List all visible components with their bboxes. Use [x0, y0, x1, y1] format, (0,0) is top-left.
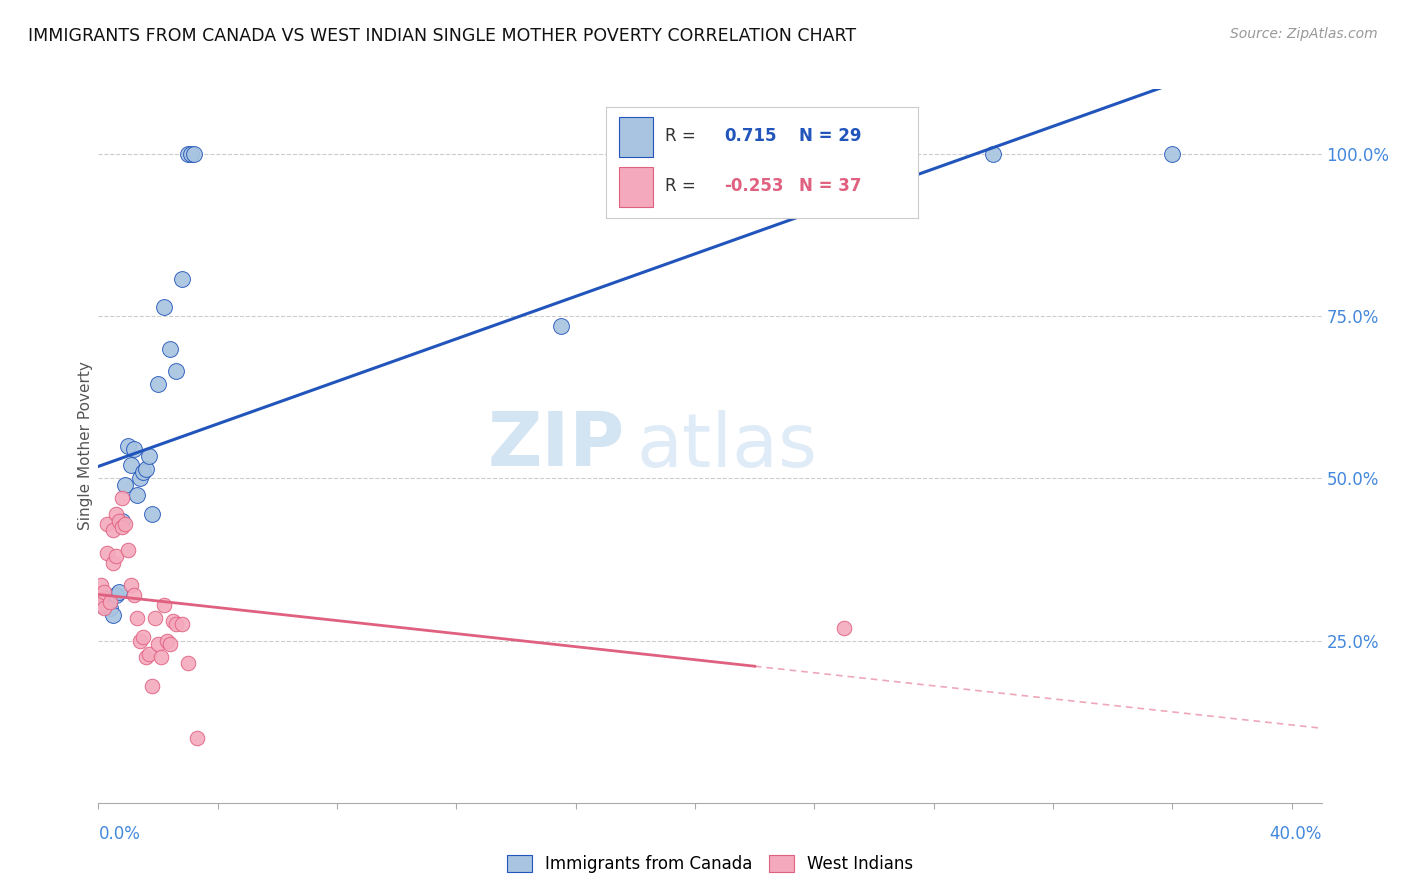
Point: [177, 147, 200, 161]
Point: [141, 679, 163, 693]
Point: [98, 595, 121, 609]
Point: [105, 507, 128, 521]
Point: [159, 637, 181, 651]
Point: [122, 442, 145, 457]
Point: [186, 731, 208, 745]
Point: [165, 364, 187, 378]
Point: [120, 458, 142, 473]
Point: [138, 449, 160, 463]
Point: [96, 516, 118, 531]
Point: [90, 591, 112, 606]
Point: [111, 520, 134, 534]
Point: [138, 647, 160, 661]
Point: [93, 585, 115, 599]
Point: [141, 507, 163, 521]
Point: [135, 649, 157, 664]
Point: [832, 621, 855, 635]
Point: [983, 147, 1005, 161]
Point: [122, 588, 145, 602]
Point: [146, 637, 169, 651]
Point: [114, 516, 136, 531]
Text: IMMIGRANTS FROM CANADA VS WEST INDIAN SINGLE MOTHER POVERTY CORRELATION CHART: IMMIGRANTS FROM CANADA VS WEST INDIAN SI…: [28, 27, 856, 45]
Point: [180, 147, 202, 161]
Point: [96, 595, 118, 609]
Point: [132, 631, 155, 645]
Point: [96, 546, 118, 560]
Text: atlas: atlas: [637, 409, 818, 483]
Point: [153, 300, 176, 314]
Text: Source: ZipAtlas.com: Source: ZipAtlas.com: [1230, 27, 1378, 41]
Point: [183, 147, 205, 161]
Point: [165, 617, 187, 632]
Point: [170, 617, 193, 632]
Point: [93, 591, 115, 606]
Point: [98, 601, 121, 615]
Point: [117, 542, 139, 557]
Legend: Immigrants from Canada, West Indians: Immigrants from Canada, West Indians: [501, 848, 920, 880]
Point: [1161, 147, 1184, 161]
Point: [103, 524, 125, 538]
Point: [146, 377, 169, 392]
Point: [111, 491, 134, 505]
Point: [127, 488, 149, 502]
Point: [105, 588, 128, 602]
Point: [105, 549, 128, 564]
Point: [129, 471, 152, 485]
Text: 40.0%: 40.0%: [1270, 825, 1322, 843]
Point: [550, 318, 572, 333]
Point: [143, 611, 166, 625]
Point: [103, 607, 125, 622]
Point: [127, 611, 149, 625]
Point: [120, 578, 142, 592]
Point: [150, 649, 173, 664]
Point: [132, 465, 155, 479]
Point: [159, 342, 181, 356]
Point: [162, 614, 184, 628]
Point: [129, 633, 152, 648]
Point: [103, 556, 125, 570]
Point: [135, 461, 157, 475]
Point: [153, 598, 176, 612]
Text: 0.0%: 0.0%: [98, 825, 141, 843]
Point: [177, 657, 200, 671]
Point: [114, 478, 136, 492]
Point: [170, 271, 193, 285]
Text: ZIP: ZIP: [486, 409, 624, 483]
Point: [93, 601, 115, 615]
Point: [90, 578, 112, 592]
Point: [117, 439, 139, 453]
Point: [111, 514, 134, 528]
Point: [90, 598, 112, 612]
Y-axis label: Single Mother Poverty: Single Mother Poverty: [77, 361, 93, 531]
Point: [156, 633, 179, 648]
Point: [108, 514, 131, 528]
Point: [108, 585, 131, 599]
Point: [90, 598, 112, 612]
